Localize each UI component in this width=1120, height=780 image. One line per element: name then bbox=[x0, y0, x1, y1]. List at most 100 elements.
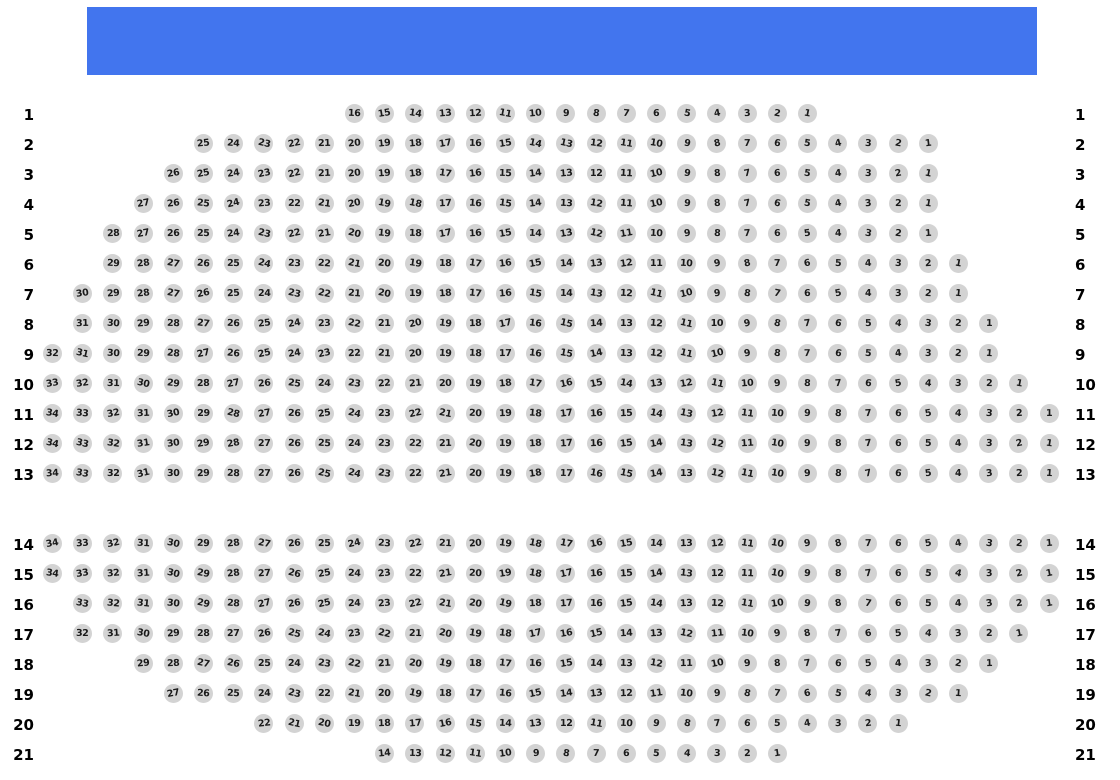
seat[interactable]: 5 bbox=[647, 744, 666, 763]
seat[interactable]: 17 bbox=[556, 534, 576, 553]
seat[interactable]: 13 bbox=[556, 194, 576, 213]
seat[interactable]: 17 bbox=[526, 624, 546, 643]
seat[interactable]: 14 bbox=[647, 534, 666, 553]
seat[interactable]: 4 bbox=[828, 164, 848, 183]
seat[interactable]: 12 bbox=[707, 464, 727, 483]
seat[interactable]: 13 bbox=[586, 284, 606, 303]
seat[interactable]: 11 bbox=[647, 684, 666, 703]
seat[interactable]: 12 bbox=[647, 654, 666, 673]
seat[interactable]: 14 bbox=[556, 684, 576, 703]
seat[interactable]: 10 bbox=[677, 684, 697, 703]
seat[interactable]: 22 bbox=[314, 254, 334, 273]
seat[interactable]: 25 bbox=[194, 224, 213, 243]
seat[interactable]: 12 bbox=[465, 104, 485, 123]
seat[interactable]: 7 bbox=[858, 534, 878, 553]
seat[interactable]: 26 bbox=[194, 254, 213, 273]
seat[interactable]: 3 bbox=[979, 404, 999, 423]
seat[interactable]: 26 bbox=[163, 164, 183, 183]
seat[interactable]: 26 bbox=[284, 564, 304, 583]
seat[interactable]: 19 bbox=[375, 134, 395, 153]
seat[interactable]: 20 bbox=[375, 254, 395, 273]
seat[interactable]: 25 bbox=[194, 194, 213, 213]
seat[interactable]: 12 bbox=[677, 624, 697, 643]
seat[interactable]: 4 bbox=[888, 654, 908, 673]
seat[interactable]: 2 bbox=[1009, 404, 1029, 423]
seat[interactable]: 11 bbox=[737, 534, 757, 553]
seat[interactable]: 2 bbox=[888, 164, 908, 183]
seat[interactable]: 9 bbox=[737, 314, 757, 333]
seat[interactable]: 1 bbox=[888, 714, 908, 733]
seat[interactable]: 13 bbox=[616, 314, 636, 333]
seat[interactable]: 29 bbox=[194, 534, 213, 553]
seat[interactable]: 7 bbox=[828, 374, 848, 393]
seat[interactable]: 20 bbox=[465, 534, 485, 553]
seat[interactable]: 28 bbox=[224, 534, 244, 553]
seat[interactable]: 7 bbox=[616, 104, 636, 123]
seat[interactable]: 22 bbox=[254, 714, 274, 733]
seat[interactable]: 19 bbox=[375, 164, 395, 183]
seat[interactable]: 31 bbox=[133, 434, 153, 453]
seat[interactable]: 23 bbox=[375, 434, 395, 453]
seat[interactable]: 19 bbox=[496, 594, 515, 613]
seat[interactable]: 24 bbox=[224, 134, 244, 153]
seat[interactable]: 11 bbox=[737, 404, 757, 423]
seat[interactable]: 8 bbox=[767, 314, 787, 333]
seat[interactable]: 10 bbox=[707, 344, 727, 363]
seat[interactable]: 16 bbox=[586, 404, 606, 423]
seat[interactable]: 11 bbox=[586, 714, 606, 733]
seat[interactable]: 12 bbox=[707, 564, 727, 583]
seat[interactable]: 18 bbox=[375, 714, 395, 733]
seat[interactable]: 13 bbox=[556, 164, 576, 183]
seat[interactable]: 7 bbox=[858, 464, 878, 483]
seat[interactable]: 22 bbox=[284, 224, 304, 243]
seat[interactable]: 24 bbox=[224, 224, 244, 243]
seat[interactable]: 28 bbox=[194, 374, 213, 393]
seat[interactable]: 7 bbox=[798, 344, 817, 363]
seat[interactable]: 26 bbox=[224, 654, 244, 673]
seat[interactable]: 24 bbox=[314, 624, 334, 643]
seat[interactable]: 23 bbox=[254, 224, 274, 243]
seat[interactable]: 26 bbox=[194, 684, 213, 703]
seat[interactable]: 12 bbox=[647, 344, 666, 363]
seat[interactable]: 6 bbox=[798, 254, 817, 273]
seat[interactable]: 5 bbox=[828, 284, 848, 303]
seat[interactable]: 17 bbox=[556, 594, 576, 613]
seat[interactable]: 34 bbox=[43, 404, 62, 423]
seat[interactable]: 3 bbox=[979, 594, 999, 613]
seat[interactable]: 18 bbox=[405, 224, 425, 243]
seat[interactable]: 32 bbox=[73, 624, 93, 643]
seat[interactable]: 9 bbox=[707, 284, 727, 303]
seat[interactable]: 25 bbox=[254, 344, 274, 363]
seat[interactable]: 22 bbox=[284, 164, 304, 183]
seat[interactable]: 5 bbox=[918, 594, 938, 613]
seat[interactable]: 14 bbox=[586, 654, 606, 673]
seat[interactable]: 21 bbox=[284, 714, 304, 733]
seat[interactable]: 22 bbox=[405, 404, 425, 423]
seat[interactable]: 15 bbox=[616, 464, 636, 483]
seat[interactable]: 10 bbox=[767, 404, 787, 423]
seat[interactable]: 16 bbox=[526, 314, 546, 333]
seat[interactable]: 24 bbox=[345, 404, 364, 423]
seat[interactable]: 27 bbox=[254, 404, 274, 423]
seat[interactable]: 8 bbox=[586, 104, 606, 123]
seat[interactable]: 6 bbox=[888, 404, 908, 423]
seat[interactable]: 16 bbox=[586, 434, 606, 453]
seat[interactable]: 7 bbox=[737, 134, 757, 153]
seat[interactable]: 9 bbox=[707, 254, 727, 273]
seat[interactable]: 8 bbox=[677, 714, 697, 733]
seat[interactable]: 22 bbox=[405, 434, 425, 453]
seat[interactable]: 19 bbox=[496, 434, 515, 453]
seat[interactable]: 3 bbox=[918, 654, 938, 673]
seat[interactable]: 8 bbox=[828, 564, 848, 583]
seat[interactable]: 19 bbox=[345, 714, 364, 733]
seat[interactable]: 10 bbox=[677, 254, 697, 273]
seat[interactable]: 6 bbox=[888, 564, 908, 583]
seat[interactable]: 18 bbox=[526, 534, 546, 553]
seat[interactable]: 19 bbox=[375, 194, 395, 213]
seat[interactable]: 9 bbox=[737, 654, 757, 673]
seat[interactable]: 9 bbox=[767, 624, 787, 643]
seat[interactable]: 7 bbox=[737, 224, 757, 243]
seat[interactable]: 18 bbox=[405, 164, 425, 183]
seat[interactable]: 7 bbox=[858, 594, 878, 613]
seat[interactable]: 10 bbox=[707, 314, 727, 333]
